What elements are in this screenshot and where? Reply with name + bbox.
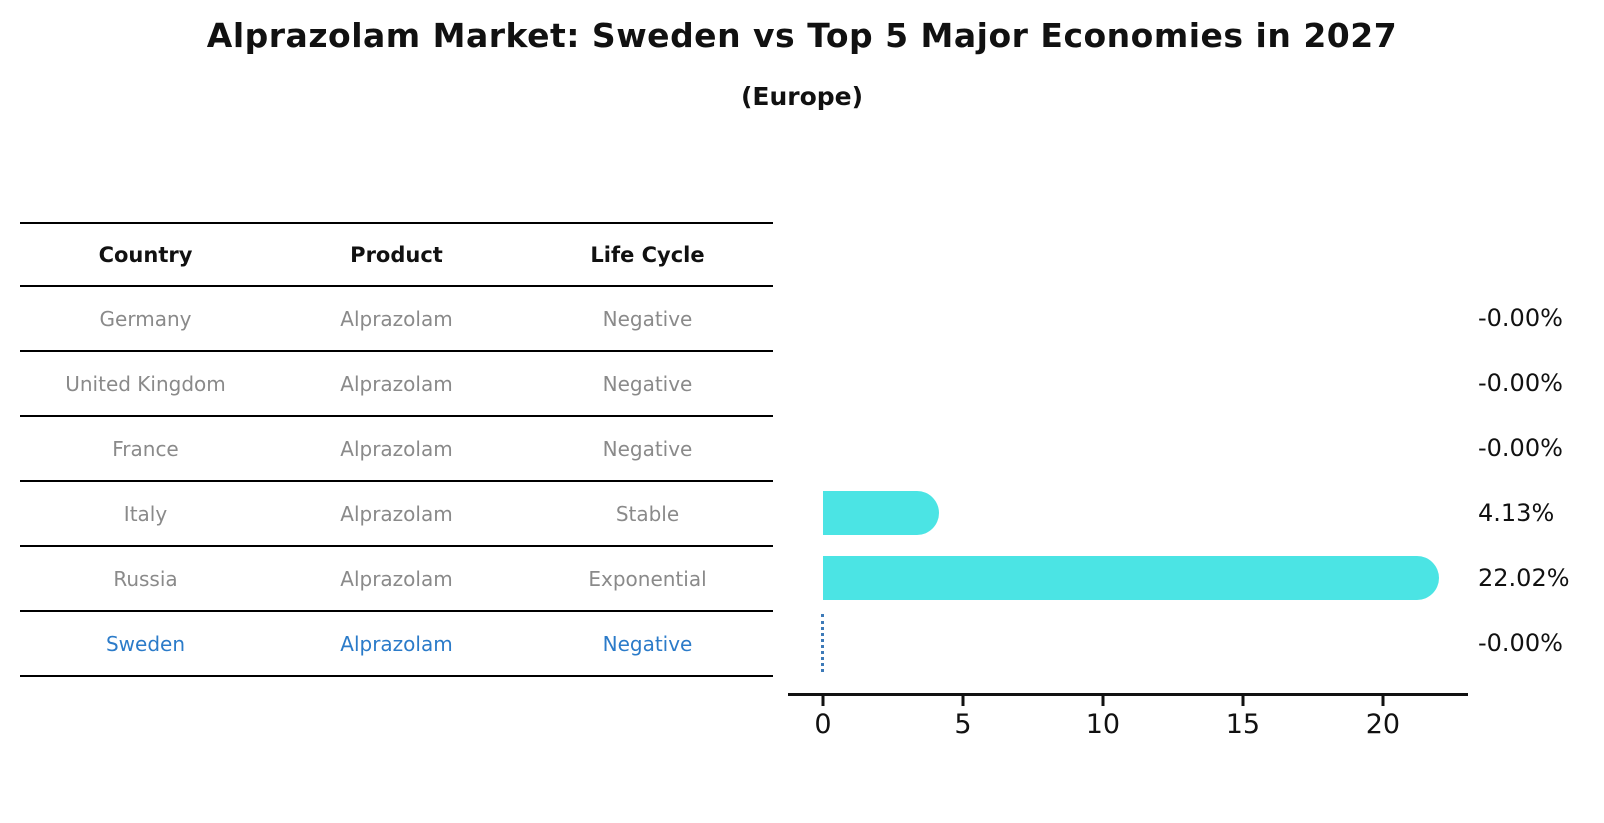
x-axis-line — [788, 693, 1468, 696]
x-axis-tick-label: 0 — [814, 709, 832, 740]
life-cycle-cell: Exponential — [588, 566, 707, 591]
x-axis-tick — [1381, 696, 1385, 706]
value-label: 22.02% — [1478, 563, 1570, 592]
country-cell: Russia — [113, 566, 178, 591]
product-cell: Alprazolam — [340, 306, 453, 331]
table-row: Russia Alprazolam Exponential — [20, 547, 773, 612]
value-label: -0.00% — [1478, 368, 1563, 397]
table-row: Germany Alprazolam Negative — [20, 287, 773, 352]
table-row: United Kingdom Alprazolam Negative — [20, 352, 773, 417]
x-axis-tick-label: 15 — [1225, 709, 1261, 740]
value-label: -0.00% — [1478, 303, 1563, 332]
x-axis-tick — [1241, 696, 1245, 706]
life-cycle-cell: Negative — [602, 436, 693, 461]
product-cell: Alprazolam — [340, 371, 453, 396]
chart-row-germany: -0.00% — [788, 285, 1604, 350]
product-cell: Alprazolam — [340, 566, 453, 591]
bar-chart: -0.00% -0.00% -0.00% 4.13% 22.02% — [788, 285, 1604, 675]
bar-russia — [823, 555, 1440, 600]
bar-track — [823, 426, 1468, 470]
product-cell: Alprazolam — [340, 631, 453, 656]
x-axis-tick — [821, 696, 825, 706]
column-header-life-cycle: Life Cycle — [590, 242, 705, 267]
bar-track — [823, 555, 1468, 600]
column-header-product: Product — [350, 242, 443, 267]
value-label: -0.00% — [1478, 628, 1563, 657]
life-cycle-cell: Negative — [602, 631, 693, 656]
x-axis-tick-label: 20 — [1365, 709, 1401, 740]
x-axis: 0 5 10 15 20 — [788, 693, 1468, 753]
table-row: France Alprazolam Negative — [20, 417, 773, 482]
chart-row-united-kingdom: -0.00% — [788, 350, 1604, 415]
country-cell: Sweden — [105, 631, 186, 656]
sweden-zero-marker-dotted-line — [821, 614, 824, 672]
x-axis-tick — [961, 696, 965, 706]
bar-track — [823, 361, 1468, 405]
bar-italy — [823, 490, 939, 535]
x-axis-tick-label: 5 — [954, 709, 972, 740]
country-cell: France — [112, 436, 179, 461]
bar-track — [823, 490, 1468, 535]
x-axis-tick — [1101, 696, 1105, 706]
chart-row-russia: 22.02% — [788, 545, 1604, 610]
x-axis-tick-label: 10 — [1085, 709, 1121, 740]
country-table: Country Product Life Cycle Germany Alpra… — [20, 222, 773, 677]
life-cycle-cell: Negative — [602, 371, 693, 396]
country-cell: United Kingdom — [65, 371, 226, 396]
country-cell: Germany — [99, 306, 192, 331]
table-row: Italy Alprazolam Stable — [20, 482, 773, 547]
column-header-country: Country — [98, 242, 193, 267]
life-cycle-cell: Negative — [602, 306, 693, 331]
life-cycle-cell: Stable — [615, 501, 680, 526]
table-row-sweden: Sweden Alprazolam Negative — [20, 612, 773, 677]
table-header-row: Country Product Life Cycle — [20, 224, 773, 287]
value-label: 4.13% — [1478, 498, 1555, 527]
bar-track — [823, 621, 1468, 665]
bar-track — [823, 296, 1468, 340]
chart-title: Alprazolam Market: Sweden vs Top 5 Major… — [206, 16, 1398, 55]
product-cell: Alprazolam — [340, 501, 453, 526]
country-cell: Italy — [123, 501, 168, 526]
value-label: -0.00% — [1478, 433, 1563, 462]
chart-subtitle: (Europe) — [740, 82, 864, 111]
product-cell: Alprazolam — [340, 436, 453, 461]
chart-row-france: -0.00% — [788, 415, 1604, 480]
chart-row-italy: 4.13% — [788, 480, 1604, 545]
chart-row-sweden: -0.00% — [788, 610, 1604, 675]
